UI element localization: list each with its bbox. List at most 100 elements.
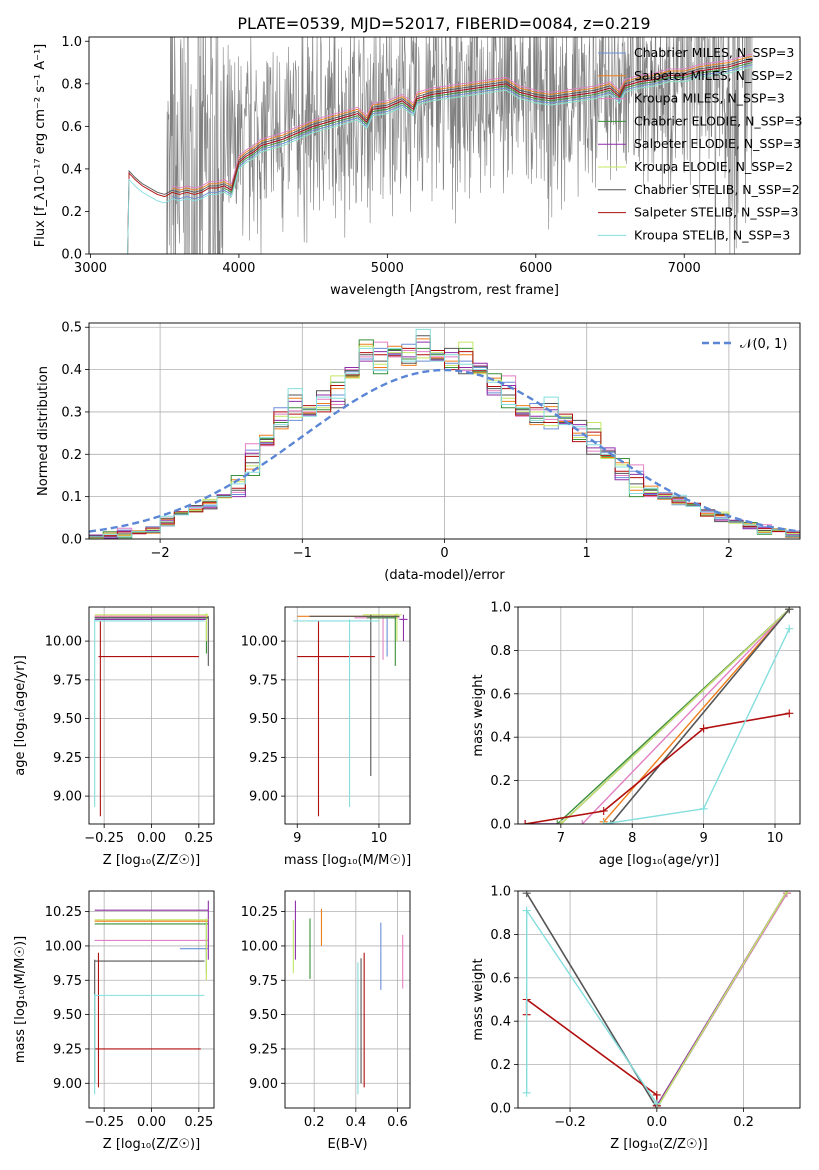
mass-weight-vs-age-frame [517, 606, 801, 825]
mass-weight-vs-age-marker-8-0 [599, 820, 608, 824]
age-vs-z-xtick-label: 0.25 [184, 831, 213, 846]
mass-weight-vs-z-xtick-label: −0.2 [554, 1115, 586, 1130]
mass-weight-vs-age-ytick-label: 0.8 [490, 644, 511, 659]
mass-weight-vs-age-series-8 [603, 628, 790, 824]
mass-vs-z-ytick-label: 9.75 [53, 974, 82, 989]
mass-weight-vs-age-marker-6-1 [785, 607, 794, 614]
mass-weight-vs-age-marker-7-3 [785, 709, 794, 718]
age-vs-z-plot-area [94, 613, 209, 817]
legend-label-2: Kroupa MILES, N_SSP=3 [634, 91, 785, 106]
age-vs-z-ylabel: age [log₁₀(age/yr)] [13, 655, 28, 776]
residuals-xlabel: (data-model)/error [384, 568, 505, 583]
mass-weight-vs-age-series-1 [603, 608, 790, 823]
legend-label-3: Chabrier ELODIE, N_SSP=3 [634, 113, 803, 128]
mass-weight-vs-age-marker-8-1 [699, 804, 708, 813]
age-vs-mass-xtick-label: 9 [293, 831, 301, 846]
mass-weight-vs-age-marker-6-0 [606, 820, 615, 824]
age-vs-mass-ytick-label: 9.25 [249, 751, 278, 766]
mass-weight-vs-z-ytick-label: 0.6 [490, 971, 511, 986]
mass-vs-ebv-ytick-label: 9.25 [249, 1042, 278, 1057]
legend-label-5: Kroupa ELODIE, N_SSP=2 [634, 159, 793, 174]
residuals-xtick-label: 1 [583, 546, 591, 561]
model-line-6 [127, 57, 753, 254]
mass-vs-z-ytick-label: 10.25 [45, 905, 82, 920]
mass-weight-vs-age-ylabel: mass weight [471, 674, 486, 756]
mass-weight-vs-age-marker-3-0 [553, 820, 562, 824]
mass-weight-vs-z-series-5 [656, 891, 788, 1108]
mass-vs-z-xlabel: Z [log₁₀(Z/Z☉)] [103, 1137, 200, 1152]
model-line-8 [127, 66, 753, 254]
residuals-ytick-label: 0.3 [61, 405, 82, 420]
age-vs-mass-ytick-label: 9.00 [249, 790, 278, 805]
model-line-2 [171, 53, 753, 189]
figure-title: PLATE=0539, MJD=52017, FIBERID=0084, z=0… [237, 14, 650, 33]
mass-weight-vs-age-marker-8-2 [785, 624, 794, 633]
mass-weight-vs-age-xtick-label: 7 [557, 831, 565, 846]
spectrum-ytick-label: 0.4 [61, 162, 82, 177]
age-vs-z-ytick-label: 9.50 [53, 712, 82, 727]
mass-weight-vs-age-ytick-label: 1.0 [490, 601, 511, 616]
mass-weight-vs-z-marker-8-1 [522, 906, 531, 915]
mass-weight-vs-z-xlabel: Z [log₁₀(Z/Z☉)] [610, 1137, 707, 1152]
mass-vs-ebv-plot-area [292, 900, 404, 1095]
spectrum-ytick-label: 0.0 [61, 248, 82, 263]
model-line-1 [171, 55, 753, 191]
mass-vs-z-frame [88, 890, 215, 1109]
residuals-frame [88, 322, 801, 540]
model-line-0 [171, 64, 753, 200]
residuals-ytick-label: 0.4 [61, 363, 82, 378]
mass-weight-vs-z-series-8 [526, 908, 658, 1105]
mass-weight-vs-age-ytick-label: 0.2 [490, 774, 511, 789]
spectrum-panel: 3000 4000 5000 6000 7000 0.0 0.2 0.4 0.6 0.8 1.0 wa… [33, 35, 803, 298]
spectrum-frame [88, 36, 801, 255]
mass-weight-vs-age-series-7 [524, 712, 790, 824]
mass-weight-vs-age-ytick-label: 0.0 [490, 818, 511, 833]
mass-weight-vs-z-marker-7-2 [652, 1090, 661, 1099]
legend-label-6: Chabrier STELIB, N_SSP=2 [634, 182, 800, 197]
mass-weight-vs-z-panel: −0.2 0.0 0.2 0.0 0.2 0.4 0.6 0.8 1.0 Z [log₁₀(Z/Z… [471, 885, 801, 1152]
mass-vs-z-xtick-label: 0.00 [137, 1115, 166, 1130]
spectrum-ytick-label: 0.6 [61, 120, 82, 135]
mass-weight-vs-z-marker-8-0 [522, 1088, 531, 1097]
residuals-xtick-label: 0 [440, 546, 448, 561]
mass-weight-vs-z-ytick-label: 1.0 [490, 885, 511, 900]
age-vs-mass-ytick-label: 9.75 [249, 673, 278, 688]
mass-weight-vs-z-plot-area [522, 891, 791, 1108]
spectrum-xtick-label: 4000 [222, 261, 255, 276]
mass-vs-ebv-panel: 0.2 0.4 0.6 9.00 9.25 9.50 9.75 10.00 10.25 E(B-V… [241, 890, 411, 1152]
mass-vs-ebv-xlabel: E(B-V) [327, 1137, 367, 1152]
normal-legend-label: 𝒩(0, 1) [740, 337, 787, 352]
mass-vs-z-ytick-label: 10.00 [45, 939, 82, 954]
legend-label-1: Salpeter MILES, N_SSP=2 [634, 68, 793, 83]
mass-weight-vs-age-plot-area [521, 607, 794, 824]
mass-weight-vs-age-marker-7-2 [699, 724, 708, 733]
mass-vs-ebv-xtick-label: 0.2 [304, 1115, 325, 1130]
age-vs-z-xtick-label: −0.25 [84, 831, 124, 846]
residuals-ytick-label: 0.2 [61, 448, 82, 463]
mass-weight-vs-age-ytick-label: 0.4 [490, 731, 511, 746]
legend-label-7: Salpeter STELIB, N_SSP=3 [634, 205, 798, 220]
mass-weight-vs-age-series-6 [610, 608, 790, 824]
mass-weight-vs-z-marker-6-0 [522, 891, 531, 898]
model-line-3 [223, 62, 753, 193]
age-vs-mass-ytick-label: 9.50 [249, 712, 278, 727]
age-vs-z-xlabel: Z [log₁₀(Z/Z☉)] [103, 853, 200, 868]
legend-label-8: Kroupa STELIB, N_SSP=3 [634, 227, 790, 242]
normal-curve [89, 368, 800, 533]
spectrum-plot-area [127, 37, 753, 254]
mass-vs-ebv-xtick-label: 0.4 [345, 1115, 366, 1130]
mass-vs-ebv-ytick-label: 10.25 [241, 905, 278, 920]
spectrum-ytick-label: 1.0 [61, 35, 82, 50]
mass-weight-vs-age-series-4 [525, 608, 790, 824]
mass-weight-vs-z-ytick-label: 0.0 [490, 1102, 511, 1117]
spectrum-ytick-label: 0.8 [61, 77, 82, 92]
age-vs-z-ytick-label: 9.00 [53, 790, 82, 805]
mass-vs-z-plot-area [94, 900, 209, 1095]
mass-weight-vs-age-xtick-label: 8 [628, 831, 636, 846]
mass-vs-z-ytick-label: 9.50 [53, 1008, 82, 1023]
age-vs-mass-panel: 9 10 9.00 9.25 9.50 9.75 10.00 mass [log₁₀(M/M☉… [241, 606, 411, 868]
mass-weight-vs-z-ytick-label: 0.8 [490, 928, 511, 943]
mass-weight-vs-age-xlabel: age [log₁₀(age/yr)] [599, 853, 720, 868]
age-vs-mass-plot-area [293, 613, 408, 817]
